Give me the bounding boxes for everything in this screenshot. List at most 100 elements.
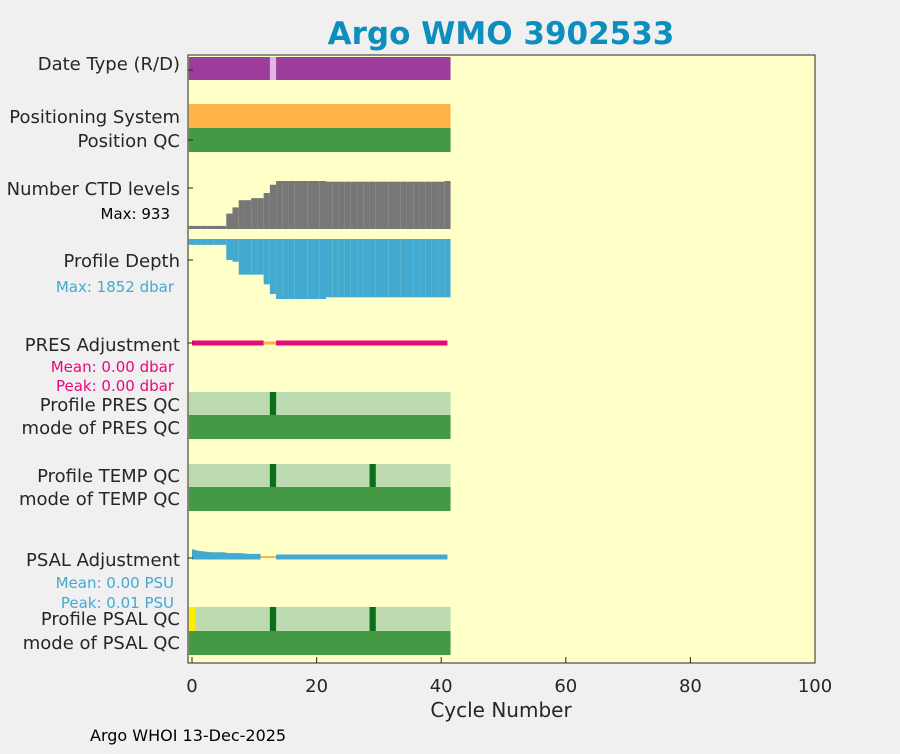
profile-depth-bar-31 — [382, 239, 389, 298]
ctd-levels-bar-38 — [425, 181, 432, 229]
ctd-levels-bar-16 — [288, 181, 295, 229]
x-tick-label-80: 80 — [679, 676, 702, 697]
ctd-levels-bar-37 — [419, 181, 426, 229]
pres-profile-qc-bar — [188, 392, 451, 416]
ctd-levels-bar-2 — [201, 225, 208, 229]
pres-adjustment-line-2 — [276, 340, 448, 346]
profile-depth-bar-4 — [213, 239, 221, 245]
ctd-levels-bar-34 — [400, 181, 407, 229]
pres-adjustment-mean: Mean: 0.00 dbar — [51, 358, 175, 376]
ctd-levels-bar-39 — [431, 181, 439, 229]
ctd-levels-bar-10 — [251, 198, 258, 229]
pres-mode-qc-bar — [188, 415, 451, 439]
ctd-levels-bar-0 — [188, 225, 196, 229]
ctd-levels-bar-15 — [282, 181, 289, 229]
ctd-levels-bar-22 — [325, 181, 333, 229]
ctd-levels-bar-6 — [226, 213, 233, 229]
profile-depth-bar-11 — [257, 239, 264, 275]
ctd-levels-bar-3 — [207, 225, 214, 229]
profile-depth-bar-36 — [413, 239, 420, 298]
row-label-profile-pres-qc: Profile PRES QC — [40, 395, 180, 416]
row-label-date-type: Date Type (R/D) — [38, 54, 180, 75]
profile-depth-bar-1 — [195, 239, 202, 245]
pres-adjustment-zero — [263, 341, 277, 345]
temp-profile-qc-dark-29 — [369, 464, 376, 488]
ctd-levels-bar-31 — [382, 181, 389, 229]
ctd-levels-bar-24 — [338, 181, 345, 229]
row-label-psal-adjustment: PSAL Adjustment — [26, 550, 180, 571]
profile-depth-bar-14 — [276, 239, 283, 299]
ctd-levels-bar-41 — [444, 181, 451, 229]
row-label-profile-temp-qc: Profile TEMP QC — [37, 466, 180, 487]
temp-profile-qc-dark-13 — [269, 464, 277, 488]
profile-depth-bar-39 — [431, 239, 439, 298]
ctd-levels-bar-23 — [332, 181, 339, 229]
positioning-system-bar — [188, 104, 451, 128]
profile-depth-bar-34 — [400, 239, 407, 298]
psal-profile-qc-dark-13 — [269, 607, 277, 631]
ctd-levels-bar-18 — [301, 181, 308, 229]
ctd-levels-bar-25 — [344, 181, 351, 229]
profile-depth-bar-17 — [294, 239, 302, 299]
row-label-positioning-system: Positioning System — [9, 107, 180, 128]
profile-depth-bar-28 — [363, 239, 370, 298]
psal-profile-qc-bar — [188, 607, 451, 631]
ctd-levels-bar-14 — [276, 181, 283, 229]
date-type-bar — [188, 57, 451, 80]
row-label-position-qc: Position QC — [77, 131, 180, 152]
profile-depth-bar-18 — [301, 239, 308, 299]
footer-credit: Argo WHOI 13-Dec-2025 — [90, 726, 286, 745]
date-type-flag-13 — [269, 57, 277, 80]
profile-depth-bar-35 — [406, 239, 414, 298]
profile-depth-bar-37 — [419, 239, 426, 298]
ctd-levels-bar-11 — [257, 198, 264, 229]
profile-depth-bar-15 — [282, 239, 289, 299]
psal-profile-qc-yellow-0 — [188, 607, 196, 631]
profile-depth-bar-3 — [207, 239, 214, 245]
ctd-levels-bar-33 — [394, 181, 401, 229]
profile-depth-bar-0 — [188, 239, 196, 245]
profile-depth-bar-41 — [444, 239, 451, 298]
row-label-mode-pres-qc: mode of PRES QC — [22, 418, 180, 439]
ctd-levels-bar-21 — [319, 181, 326, 229]
ctd-levels-bar-5 — [220, 225, 227, 229]
profile-depth-bar-21 — [319, 239, 326, 299]
pres-profile-qc-dark-13 — [269, 392, 277, 416]
profile-depth-bar-32 — [388, 239, 395, 298]
ctd-levels-bar-35 — [406, 181, 414, 229]
ctd-levels-bar-32 — [388, 181, 395, 229]
profile-depth-bar-2 — [201, 239, 208, 245]
profile-depth-bar-27 — [357, 239, 364, 298]
row-label-profile-psal-qc: Profile PSAL QC — [41, 609, 180, 630]
profile-depth-bar-5 — [220, 239, 227, 245]
profile-depth-bar-7 — [232, 239, 239, 262]
ctd-levels-bar-4 — [213, 225, 221, 229]
pres-adjustment-peak: Peak: 0.00 dbar — [56, 377, 175, 395]
profile-depth-bar-20 — [313, 239, 320, 299]
profile-depth-bar-24 — [338, 239, 345, 298]
profile-depth-bar-30 — [375, 239, 383, 298]
profile-depth-bar-9 — [244, 239, 252, 275]
profile-depth-bar-19 — [307, 239, 314, 299]
profile-depth-bar-16 — [288, 239, 295, 299]
ctd-levels-bar-7 — [232, 207, 239, 229]
profile-depth-bar-38 — [425, 239, 432, 298]
profile-depth-bar-29 — [369, 239, 376, 298]
profile-depth-bar-23 — [332, 239, 339, 298]
row-label-mode-temp-qc: mode of TEMP QC — [19, 489, 180, 510]
x-tick-label-40: 40 — [430, 676, 453, 697]
row-label-mode-psal-qc: mode of PSAL QC — [23, 633, 180, 654]
ctd-levels-bar-17 — [294, 181, 302, 229]
position-qc-bar — [188, 128, 451, 152]
ctd-levels-bar-29 — [369, 181, 376, 229]
data-marks — [188, 57, 451, 655]
x-tick-label-100: 100 — [798, 676, 832, 697]
profile-depth-max: Max: 1852 dbar — [56, 278, 175, 296]
ctd-levels-bar-36 — [413, 181, 420, 229]
psal-adjustment-line — [276, 554, 448, 560]
x-tick-label-0: 0 — [186, 676, 197, 697]
profile-depth-bar-22 — [325, 239, 333, 298]
x-tick-label-20: 20 — [305, 676, 328, 697]
profile-depth-bar-13 — [269, 239, 277, 295]
